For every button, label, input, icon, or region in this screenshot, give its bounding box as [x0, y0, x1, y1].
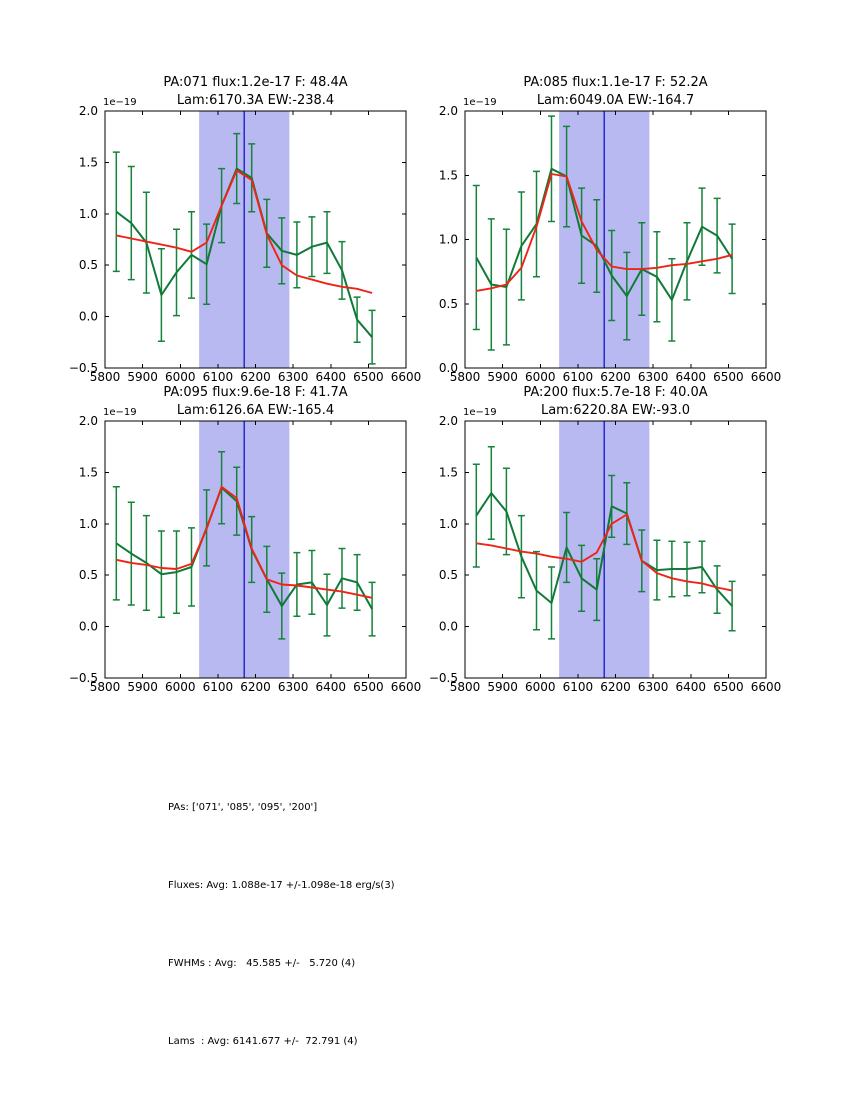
y-tick-label: 0.5 [439, 297, 458, 311]
x-tick-label: 6600 [391, 370, 422, 384]
x-tick-label: 6600 [751, 370, 782, 384]
plot-title: PA:095 flux:9.6e-18 F: 41.7A [163, 385, 347, 400]
stats-block: PAs: ['071', '085', '095', '200'] Fluxes… [168, 743, 395, 1100]
x-tick-label: 6400 [676, 370, 707, 384]
x-tick-label: 6300 [278, 680, 309, 694]
x-tick-label: 6300 [278, 370, 309, 384]
y-tick-label: 0.0 [439, 620, 458, 634]
subplot-1: 5800 5900 6000 6100 6200 6300 6400 6500 6600 0.0 0… [439, 75, 781, 384]
y-tick-label: 0.5 [79, 258, 98, 272]
x-tick-label: 5800 [90, 370, 121, 384]
axis-ticks [104, 110, 407, 369]
plot-subtitle: Lam:6170.3A EW:-238.4 [177, 93, 334, 108]
subplot-2: 5800 5900 6000 6100 6200 6300 6400 6500 6600 −0.5… [69, 385, 421, 694]
x-tick-label: 6500 [713, 370, 744, 384]
x-tick-label: 6300 [638, 370, 669, 384]
stats-line-fwhms: FWHMs : Avg: 45.585 +/- 5.720 (4) [168, 958, 356, 969]
x-tick-label: 6300 [638, 680, 669, 694]
y-axis-multiplier-label: 1e−19 [103, 97, 137, 108]
y-axis-multiplier-label: 1e−19 [463, 407, 497, 418]
x-tick-label: 6100 [563, 370, 594, 384]
x-tick-label: 5900 [487, 680, 518, 694]
axis-ticks [464, 110, 767, 369]
axis-ticks [104, 420, 407, 679]
y-tick-label: −0.5 [429, 671, 458, 685]
fit-line [116, 485, 373, 599]
x-tick-label: 5900 [127, 370, 158, 384]
y-axis-multiplier-label: 1e−19 [103, 407, 137, 418]
y-tick-label: 1.0 [79, 207, 98, 221]
x-tick-label: 6100 [203, 370, 234, 384]
x-tick-label: 6200 [240, 680, 271, 694]
y-tick-label: 2.0 [79, 104, 98, 118]
y-tick-label: 1.0 [439, 517, 458, 531]
x-tick-label: 6500 [713, 680, 744, 694]
stats-line-lams: Lams : Avg: 6141.677 +/- 72.791 (4) [168, 1036, 358, 1047]
x-tick-label: 6100 [563, 680, 594, 694]
subplot-3: 5800 5900 6000 6100 6200 6300 6400 6500 6600 −0.5… [429, 385, 781, 694]
plot-subtitle: Lam:6220.8A EW:-93.0 [541, 403, 690, 418]
x-tick-label: 6600 [751, 680, 782, 694]
spectra-subplot-grid: 5800 5900 6000 6100 6200 6300 6400 6500 6600 −0.5… [69, 75, 781, 694]
y-tick-label: 2.0 [439, 414, 458, 428]
plot-subtitle: Lam:6126.6A EW:-165.4 [177, 403, 334, 418]
plot-subtitle: Lam:6049.0A EW:-164.7 [537, 93, 694, 108]
x-tick-label: 6500 [353, 680, 384, 694]
x-tick-label: 6200 [600, 680, 631, 694]
y-axis-multiplier-label: 1e−19 [463, 97, 497, 108]
y-tick-label: 0.5 [439, 568, 458, 582]
y-tick-label: 1.5 [439, 465, 458, 479]
x-tick-label: 6400 [316, 370, 347, 384]
y-tick-label: −0.5 [69, 361, 98, 375]
subplot-0: 5800 5900 6000 6100 6200 6300 6400 6500 6600 −0.5… [69, 75, 421, 384]
x-tick-label: 5800 [450, 680, 481, 694]
stats-line-fluxes: Fluxes: Avg: 1.088e-17 +/-1.098e-18 erg/… [168, 880, 395, 891]
x-tick-label: 6000 [165, 370, 196, 384]
x-tick-label: 6000 [525, 370, 556, 384]
y-tick-label: 1.0 [79, 517, 98, 531]
axis-ticks [464, 420, 767, 679]
fit-line [476, 513, 733, 592]
x-tick-label: 6600 [391, 680, 422, 694]
y-tick-label: 0.0 [439, 361, 458, 375]
x-tick-label: 6000 [165, 680, 196, 694]
x-tick-label: 5800 [90, 680, 121, 694]
fit-line [476, 173, 733, 292]
x-tick-label: 6100 [203, 680, 234, 694]
fit-line [116, 169, 373, 294]
plot-title: PA:071 flux:1.2e-17 F: 48.4A [163, 75, 347, 90]
spectrum-line [115, 167, 373, 338]
spectrum-line [475, 492, 733, 607]
y-tick-label: 0.0 [79, 310, 98, 324]
y-tick-label: 1.0 [439, 233, 458, 247]
y-tick-label: 0.0 [79, 620, 98, 634]
x-tick-label: 5900 [127, 680, 158, 694]
plot-title: PA:200 flux:5.7e-18 F: 40.0A [523, 385, 707, 400]
x-tick-label: 5900 [487, 370, 518, 384]
x-tick-label: 6200 [240, 370, 271, 384]
y-tick-label: 0.5 [79, 568, 98, 582]
stats-line-pas: PAs: ['071', '085', '095', '200'] [168, 802, 318, 813]
x-tick-label: 6500 [353, 370, 384, 384]
plot-title: PA:085 flux:1.1e-17 F: 52.2A [523, 75, 707, 90]
x-tick-label: 6400 [316, 680, 347, 694]
y-tick-label: 2.0 [79, 414, 98, 428]
x-tick-label: 6400 [676, 680, 707, 694]
x-tick-label: 6000 [525, 680, 556, 694]
y-tick-label: 2.0 [439, 104, 458, 118]
y-tick-label: 1.5 [79, 155, 98, 169]
x-tick-label: 6200 [600, 370, 631, 384]
y-tick-label: 1.5 [79, 465, 98, 479]
x-tick-label: 5800 [450, 370, 481, 384]
y-tick-label: −0.5 [69, 671, 98, 685]
spectrum-line [475, 167, 733, 301]
y-tick-label: 1.5 [439, 168, 458, 182]
